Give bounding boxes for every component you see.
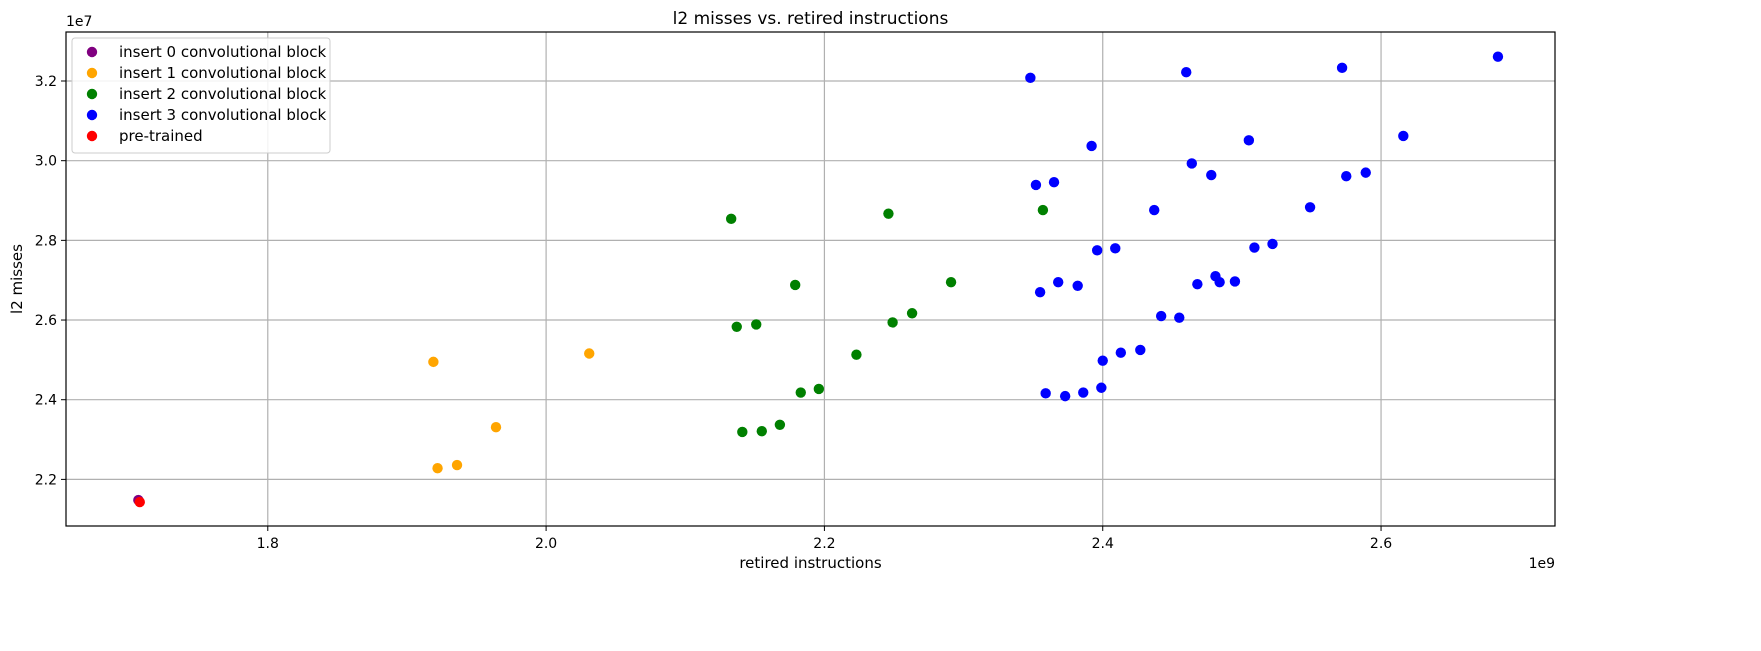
data-point [1174,312,1185,323]
data-point [1110,243,1121,254]
data-point [789,279,801,291]
legend: insert 0 convolutional block insert 1 con… [71,37,331,154]
data-point [1206,169,1217,181]
data-point [1025,72,1036,84]
data-point [1135,344,1146,356]
legend-marker [86,109,98,121]
chart-title: l2 misses vs. retired instructions [673,9,949,29]
legend-label: insert 3 convolutional block [119,106,326,124]
data-point [883,208,894,219]
legend-marker [86,130,98,142]
data-point [1181,67,1192,78]
legend-marker [86,67,98,79]
data-point [887,317,898,328]
data-point [756,425,767,437]
data-point [795,387,806,398]
data-point [1091,245,1103,256]
data-point [1341,171,1352,182]
data-point [584,348,595,359]
data-point [1096,382,1107,393]
x-axis-scale-label: 1e9 [1529,556,1555,572]
series-4 [134,496,145,508]
data-point [1053,276,1064,288]
legend-label: pre-trained [119,127,203,145]
y-axis-scale-label: 1e7 [66,14,92,30]
data-point [1249,242,1260,253]
y-axis-label: l2 misses [8,244,26,314]
data-point [1115,347,1127,358]
data-point [1492,51,1504,62]
data-point [737,426,748,438]
data-point [432,463,443,474]
x-axis-label: retired instructions [739,554,881,572]
data-point [945,276,957,288]
data-point [1229,276,1241,287]
x-tick-label: 1.8 [257,536,279,552]
ticks-layer: 1.8 2.0 2.2 2.4 2.6 2.2 2.4 2.6 2.8 3.0 3.2 [35,74,1393,552]
data-point [1149,204,1160,216]
y-tick-label: 2.8 [35,233,57,249]
data-point [851,349,862,360]
y-tick-label: 3.2 [35,74,57,90]
data-point [1336,62,1348,74]
data-point [428,356,439,368]
data-point [1034,286,1046,298]
data-point [1304,202,1316,213]
series-3 [1025,51,1504,402]
data-point [774,419,786,431]
legend-label: insert 0 convolutional block [119,43,326,61]
data-point [1048,176,1060,188]
x-tick-label: 2.2 [813,536,835,552]
legend-box [71,37,331,154]
data-point [1360,167,1371,178]
y-tick-label: 2.6 [35,313,57,329]
y-tick-label: 2.4 [35,393,57,409]
data-point [1030,179,1042,191]
legend-label: insert 2 convolutional block [119,85,326,103]
data-point [1072,280,1083,291]
data-point [1078,387,1089,398]
y-tick-label: 3.0 [35,154,57,170]
data-point [1086,140,1097,152]
data-point [1059,390,1071,402]
legend-marker [86,88,98,100]
data-point [751,319,762,330]
series-1 [428,348,595,474]
data-point [906,308,918,319]
data-point [1155,310,1167,322]
x-tick-label: 2.4 [1092,536,1114,552]
legend-marker [86,46,98,58]
data-point [813,383,825,395]
plot-frame [65,31,1556,527]
data-point [731,321,742,333]
data-point [1097,355,1108,366]
x-tick-label: 2.0 [535,536,557,552]
data-point [1214,276,1225,288]
data-point [490,422,502,433]
data-point [1186,158,1197,169]
data-point [1267,238,1278,250]
data-point [1040,388,1051,399]
data-point [1037,204,1049,216]
data-point [725,213,737,225]
data-point [451,459,463,471]
y-tick-label: 2.2 [35,472,57,488]
legend-label: insert 1 convolutional block [119,64,326,82]
data-point [1398,130,1409,142]
series-2 [725,204,1049,438]
data-point [1243,135,1255,146]
data-point [1192,278,1203,290]
points-layer [133,51,1504,508]
data-point [134,496,145,508]
x-tick-label: 2.6 [1370,536,1392,552]
